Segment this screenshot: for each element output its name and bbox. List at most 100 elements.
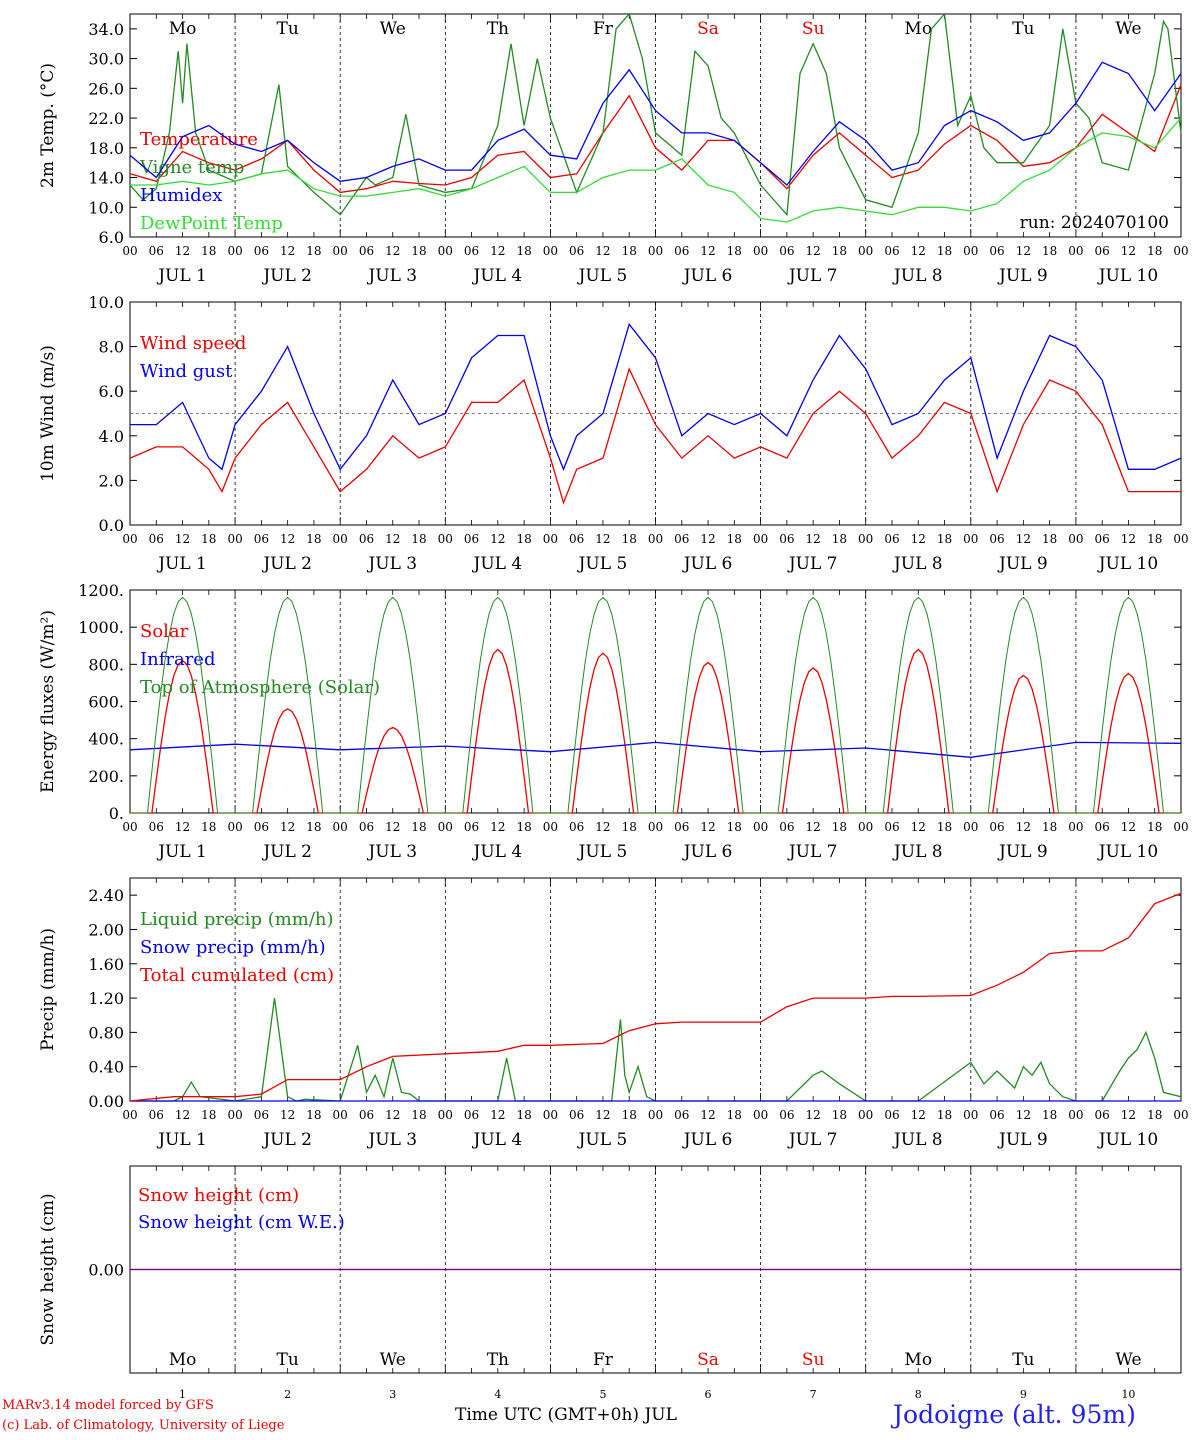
- hour-tick-label: 18: [937, 820, 952, 834]
- hour-tick-label: 00: [122, 820, 137, 834]
- hour-tick-label: 18: [1147, 244, 1162, 258]
- date-label: JUL 8: [892, 842, 943, 862]
- day-number-label: 8: [915, 1388, 922, 1401]
- hour-tick-label: 12: [806, 1108, 821, 1122]
- y-tick-label: 0.: [109, 804, 124, 823]
- date-label: JUL 1: [156, 1130, 207, 1150]
- hour-tick-label: 12: [700, 820, 715, 834]
- day-number-label: 4: [494, 1388, 501, 1401]
- date-label: JUL 4: [472, 554, 523, 574]
- hour-tick-label: 00: [648, 532, 663, 546]
- hour-tick-label: 12: [280, 820, 295, 834]
- y-tick-label: 18.0: [88, 139, 124, 158]
- date-label: JUL 5: [577, 1130, 628, 1150]
- hour-tick-label: 18: [727, 820, 742, 834]
- hour-tick-label: 00: [333, 820, 348, 834]
- hour-tick-label: 00: [1068, 244, 1083, 258]
- date-label: JUL 2: [261, 554, 312, 574]
- series-line-temperature: [129, 84, 1182, 194]
- day-label: Tu: [277, 1350, 299, 1370]
- hour-tick-label: 06: [1095, 532, 1110, 546]
- hour-tick-label: 00: [963, 244, 978, 258]
- y-tick-label: 10.0: [88, 198, 124, 217]
- day-number-label: 10: [1121, 1388, 1135, 1401]
- date-label: JUL 7: [787, 554, 838, 574]
- station-label: Jodoigne (alt. 95m): [893, 1400, 1136, 1429]
- hour-tick-label: 18: [516, 820, 531, 834]
- hour-tick-label: 06: [1095, 244, 1110, 258]
- legend-entry: Snow precip (mm/h): [140, 937, 326, 958]
- hour-tick-label: 18: [1042, 244, 1057, 258]
- y-tick-label: 34.0: [88, 20, 124, 39]
- hour-tick-label: 12: [385, 244, 400, 258]
- x-axis-title: Time UTC (GMT+0h) JUL: [455, 1405, 677, 1425]
- hour-tick-label: 18: [622, 820, 637, 834]
- hour-tick-label: 06: [1095, 820, 1110, 834]
- legend-entry: Humidex: [140, 185, 222, 206]
- hour-tick-label: 00: [227, 820, 242, 834]
- hour-tick-label: 12: [1016, 244, 1031, 258]
- day-number-label: 6: [705, 1388, 712, 1401]
- series-line-wind-gust: [130, 322, 1182, 472]
- hour-tick-label: 00: [122, 532, 137, 546]
- y-tick-label: 800.: [88, 655, 124, 674]
- hour-tick-label: 06: [464, 532, 479, 546]
- series-line-liquid-precip-mm-h-: [130, 998, 1182, 1102]
- footer-credit-line: (c) Lab. of Climatology, University of L…: [2, 1418, 285, 1433]
- hour-tick-label: 06: [989, 820, 1004, 834]
- hour-tick-label: 06: [779, 244, 794, 258]
- hour-tick-label: 00: [438, 820, 453, 834]
- hour-tick-label: 06: [149, 1108, 164, 1122]
- date-label: JUL 6: [682, 842, 733, 862]
- y-axis-label: 2m Temp. (°C): [38, 63, 58, 188]
- hour-tick-label: 00: [648, 1108, 663, 1122]
- panel-energy: 0. 200. 400. 600. 800. 1000. 1200. Energy fluxe…: [38, 581, 1189, 862]
- panel-snow: 0.00 Snow height (cm) Mo Tu We Th Fr Sa Su Mo Tu We…: [38, 1165, 1182, 1401]
- series-line-dewpoint-temp: [130, 117, 1182, 223]
- hour-tick-label: 12: [1121, 820, 1136, 834]
- hour-tick-label: 06: [884, 1108, 899, 1122]
- hour-tick-label: 00: [753, 820, 768, 834]
- hour-tick-label: 18: [937, 1108, 952, 1122]
- y-axis-label: Energy fluxes (W/m²): [38, 610, 58, 793]
- hour-tick-label: 06: [464, 1108, 479, 1122]
- y-tick-label: 600.: [88, 693, 124, 712]
- hour-tick-label: 00: [1173, 244, 1188, 258]
- hour-tick-label: 18: [622, 244, 637, 258]
- legend-entry: Liquid precip (mm/h): [140, 909, 334, 930]
- hour-tick-label: 06: [359, 1108, 374, 1122]
- hour-tick-label: 12: [490, 532, 505, 546]
- day-number-label: 5: [599, 1388, 606, 1401]
- hour-tick-label: 00: [543, 1108, 558, 1122]
- hour-tick-label: 18: [201, 820, 216, 834]
- hour-tick-label: 12: [1121, 532, 1136, 546]
- hour-tick-label: 06: [359, 820, 374, 834]
- hour-tick-label: 06: [779, 820, 794, 834]
- hour-tick-label: 06: [989, 532, 1004, 546]
- hour-tick-label: 06: [359, 244, 374, 258]
- day-label: Mo: [169, 1350, 197, 1370]
- series-line-vigne-temp: [129, 12, 1182, 217]
- hour-tick-label: 06: [569, 532, 584, 546]
- date-label: JUL 9: [997, 266, 1048, 286]
- day-label: We: [380, 19, 406, 39]
- hour-tick-label: 00: [648, 820, 663, 834]
- hour-tick-label: 12: [1016, 1108, 1031, 1122]
- day-label: Sa: [697, 19, 719, 39]
- hour-tick-label: 18: [306, 820, 321, 834]
- legend-entry: Solar: [140, 621, 189, 642]
- legend-entry: Wind speed: [140, 333, 246, 354]
- hour-tick-label: 18: [411, 1108, 426, 1122]
- hour-tick-label: 06: [884, 244, 899, 258]
- hour-tick-label: 06: [674, 1108, 689, 1122]
- hour-tick-label: 18: [1147, 820, 1162, 834]
- hour-tick-label: 00: [438, 532, 453, 546]
- hour-tick-label: 12: [175, 244, 190, 258]
- hour-tick-label: 12: [175, 532, 190, 546]
- hour-tick-label: 18: [727, 244, 742, 258]
- day-label: Mo: [904, 19, 932, 39]
- hour-tick-label: 18: [306, 244, 321, 258]
- panel-frame: [129, 589, 1182, 814]
- hour-tick-label: 06: [1095, 1108, 1110, 1122]
